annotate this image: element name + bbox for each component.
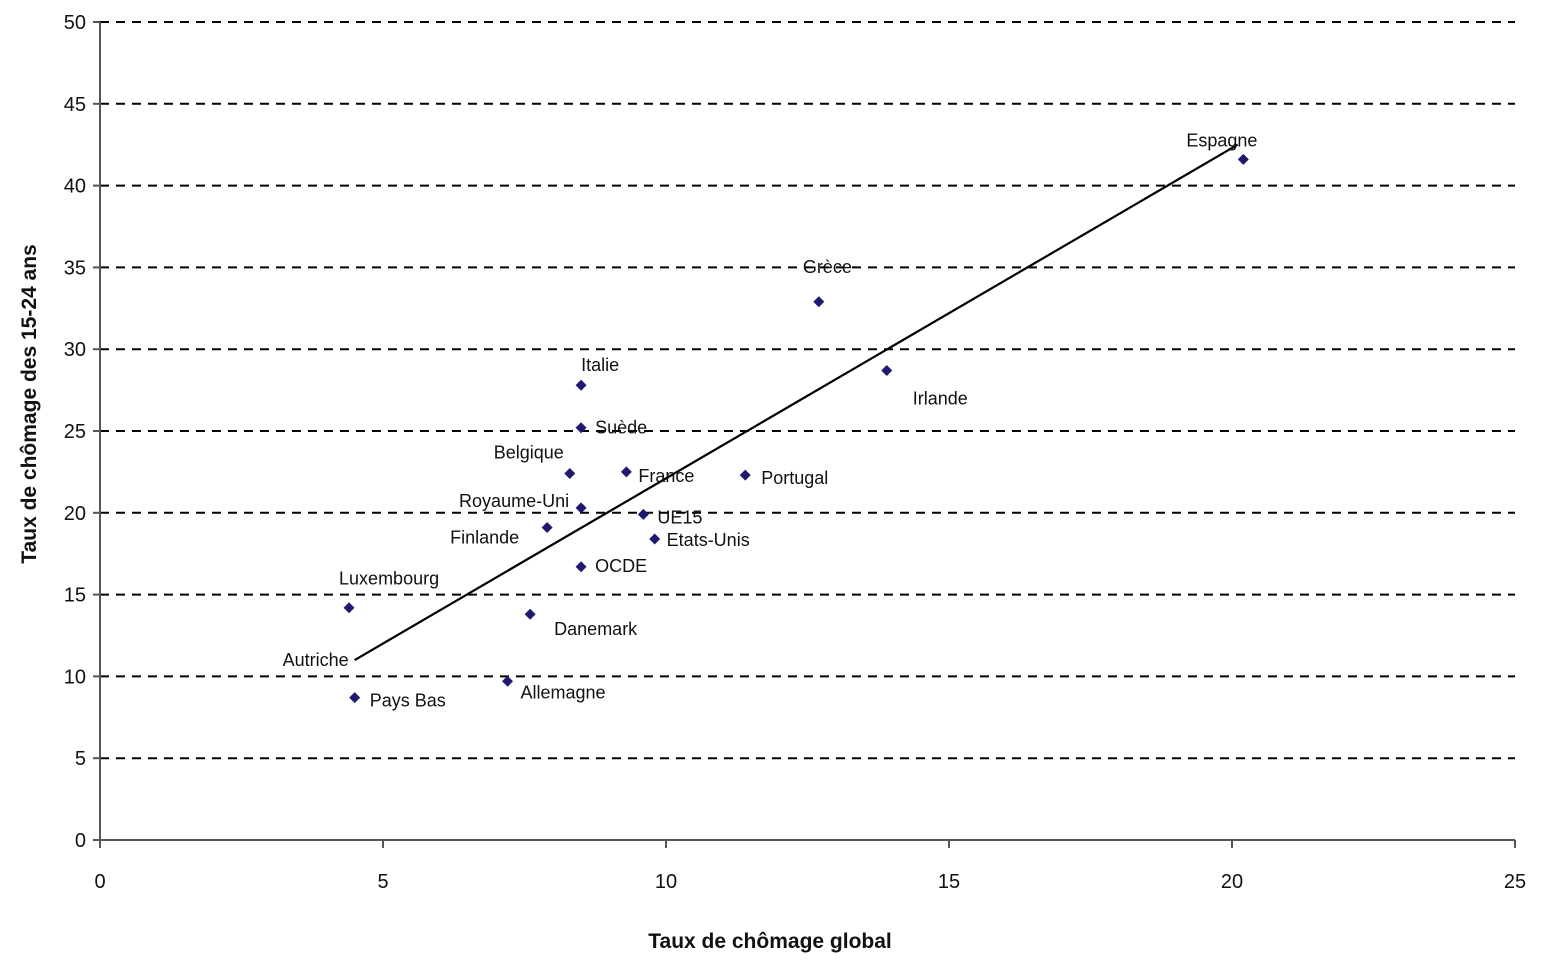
y-tick-label: 50 <box>64 12 86 34</box>
data-point-label: UE15 <box>657 507 702 527</box>
data-point-label: Italie <box>581 355 619 375</box>
data-point-label: Suède <box>595 418 647 438</box>
y-tick-label: 45 <box>64 94 86 116</box>
data-point-label: Irlande <box>913 388 968 408</box>
gridlines <box>100 21 1515 760</box>
data-point <box>541 522 553 534</box>
y-tick-label: 0 <box>75 830 86 852</box>
y-tick-label: 25 <box>64 421 86 443</box>
annotation-label: Autriche <box>283 650 349 670</box>
data-points <box>343 153 1249 704</box>
data-point-label: France <box>638 466 694 486</box>
data-point <box>620 466 632 478</box>
data-point <box>881 364 893 376</box>
data-point <box>524 608 536 620</box>
data-point-label: Espagne <box>1186 130 1257 150</box>
y-tick-label: 35 <box>64 257 86 279</box>
x-tick-label: 25 <box>1504 871 1526 893</box>
data-point <box>564 468 576 480</box>
data-point <box>813 296 825 308</box>
data-point-label: Pays Bas <box>370 691 446 711</box>
y-tick-label: 5 <box>75 748 86 770</box>
data-point <box>575 561 587 573</box>
x-tick-label: 15 <box>938 871 960 893</box>
x-axis-ticks: 0 5 10 15 20 25 <box>94 840 1526 893</box>
data-point <box>575 379 587 391</box>
x-tick-label: 5 <box>377 871 388 893</box>
data-point-label: Luxembourg <box>339 569 439 589</box>
x-tick-label: 10 <box>655 871 677 893</box>
data-point <box>575 502 587 514</box>
data-point-label: Belgique <box>494 443 564 463</box>
data-point-label: Portugal <box>761 468 828 488</box>
trendline-group <box>354 143 1239 661</box>
y-axis-title: Taux de chômage des 15-24 ans <box>18 244 41 563</box>
data-point-label: Finlande <box>450 528 519 548</box>
data-point-label: Allemagne <box>521 682 606 702</box>
data-point <box>349 692 361 704</box>
y-tick-label: 30 <box>64 339 86 361</box>
data-point <box>649 533 661 545</box>
data-point-label: Royaume-Uni <box>459 491 569 511</box>
data-point <box>343 602 355 614</box>
data-point <box>739 469 751 481</box>
data-point <box>1237 153 1249 165</box>
y-tick-label: 10 <box>64 666 86 688</box>
x-tick-label: 20 <box>1221 871 1243 893</box>
data-point <box>575 422 587 434</box>
trendline <box>354 143 1239 661</box>
y-axis-ticks: 0 5 10 15 20 25 30 35 40 45 50 <box>64 12 100 852</box>
data-point <box>502 675 514 687</box>
x-tick-label: 0 <box>94 871 105 893</box>
data-point-label: Etats-Unis <box>667 530 750 550</box>
data-point <box>637 508 649 520</box>
data-point-label: Grèce <box>803 257 852 277</box>
y-tick-label: 40 <box>64 176 86 198</box>
x-axis-title: Taux de chômage global <box>648 930 892 953</box>
data-point-label: Danemark <box>554 619 638 639</box>
data-point-label: OCDE <box>595 556 647 576</box>
y-tick-label: 20 <box>64 503 86 525</box>
y-tick-label: 15 <box>64 585 86 607</box>
point-labels: Espagne Grèce Irlande Italie Suède Belgique Fr… <box>283 130 1258 710</box>
